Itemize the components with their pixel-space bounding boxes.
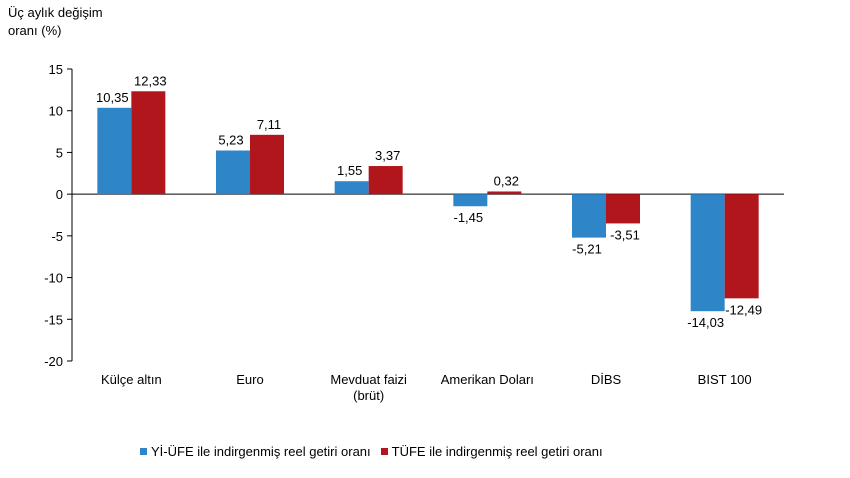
data-label: -3,51: [610, 227, 640, 242]
bar-yiufe: [572, 194, 606, 238]
legend-label-yiufe: Yİ-ÜFE ile indirgenmiş reel getiri oranı: [151, 444, 371, 459]
data-label: 10,35: [96, 90, 129, 105]
y-axis-title-line-2: oranı (%): [8, 23, 62, 38]
category-label: DİBS: [591, 372, 622, 387]
bar-yiufe: [334, 181, 369, 195]
y-tick-label: 15: [49, 62, 63, 77]
category-label: Amerikan Doları: [441, 372, 534, 387]
category-label: Mevduat faizi: [330, 372, 407, 387]
bar-tufe: [250, 134, 284, 195]
y-tick-label: -20: [44, 354, 63, 369]
data-label: -12,49: [725, 302, 762, 317]
data-label: 1,55: [337, 163, 362, 178]
y-tick-label: 10: [49, 104, 63, 119]
y-tick-label: -15: [44, 312, 63, 327]
category-label: (brüt): [353, 388, 384, 403]
y-axis-title-line-1: Üç aylık değişim: [8, 5, 103, 20]
bar-tufe: [487, 191, 522, 195]
legend: Yİ-ÜFE ile indirgenmiş reel getiri oranı…: [140, 444, 603, 459]
y-tick-label: 5: [56, 145, 63, 160]
legend-swatch-tufe: [380, 448, 388, 455]
bar-yiufe: [216, 150, 250, 195]
bar-tufe: [724, 194, 759, 299]
category-label: BIST 100: [698, 372, 752, 387]
data-label: -1,45: [454, 210, 484, 225]
y-tick-label: -10: [44, 271, 63, 286]
data-label: -5,21: [572, 242, 602, 257]
legend-label-tufe: TÜFE ile indirgenmiş reel getiri oranı: [391, 444, 603, 459]
category-label: Euro: [236, 372, 263, 387]
data-label: 3,37: [375, 148, 400, 163]
bar-tufe: [368, 166, 403, 195]
data-label: 7,11: [257, 117, 281, 132]
data-label: -14,03: [687, 315, 724, 330]
bar-tufe: [606, 194, 640, 224]
bar-yiufe: [453, 194, 488, 207]
y-tick-label: 0: [56, 187, 63, 202]
y-axis-title: Üç aylık değişim oranı (%): [8, 4, 103, 40]
data-label: 5,23: [218, 133, 243, 148]
bar-yiufe: [690, 194, 725, 312]
data-label: 12,33: [134, 73, 167, 88]
data-label: 0,32: [494, 173, 519, 188]
legend-item-tufe: TÜFE ile indirgenmiş reel getiri oranı: [380, 444, 603, 459]
legend-swatch-yiufe: [140, 448, 147, 455]
legend-item-yiufe: Yİ-ÜFE ile indirgenmiş reel getiri oranı: [140, 444, 371, 459]
bar-yiufe: [97, 107, 132, 195]
y-tick-label: -5: [51, 229, 63, 244]
bar-tufe: [131, 91, 166, 195]
category-label: Külçe altın: [101, 372, 162, 387]
